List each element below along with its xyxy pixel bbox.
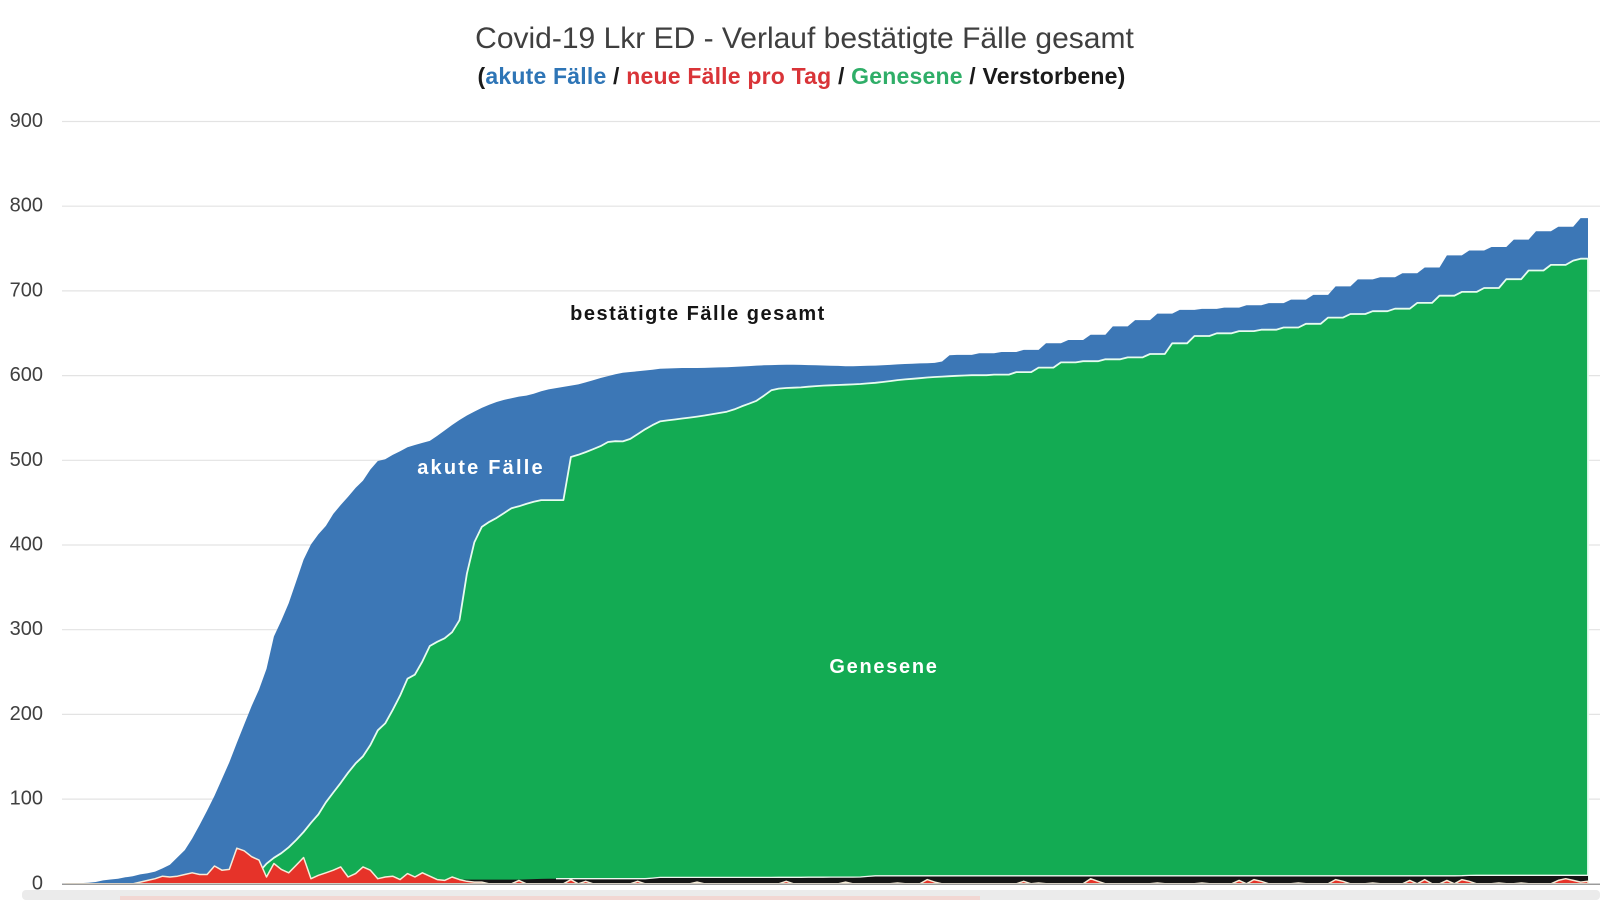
svg-text:800: 800	[10, 195, 43, 217]
svg-text:400: 400	[10, 534, 43, 556]
svg-text:600: 600	[10, 364, 43, 386]
svg-text:bestätigte Fälle gesamt: bestätigte Fälle gesamt	[570, 303, 826, 325]
svg-text:900: 900	[10, 110, 43, 132]
svg-text:100: 100	[10, 788, 43, 810]
svg-text:Genesene: Genesene	[829, 656, 938, 678]
svg-text:500: 500	[10, 449, 43, 471]
svg-text:0: 0	[32, 872, 43, 894]
svg-text:300: 300	[10, 618, 43, 640]
svg-text:akute Fälle: akute Fälle	[417, 457, 545, 479]
svg-text:700: 700	[10, 279, 43, 301]
svg-text:200: 200	[10, 703, 43, 725]
